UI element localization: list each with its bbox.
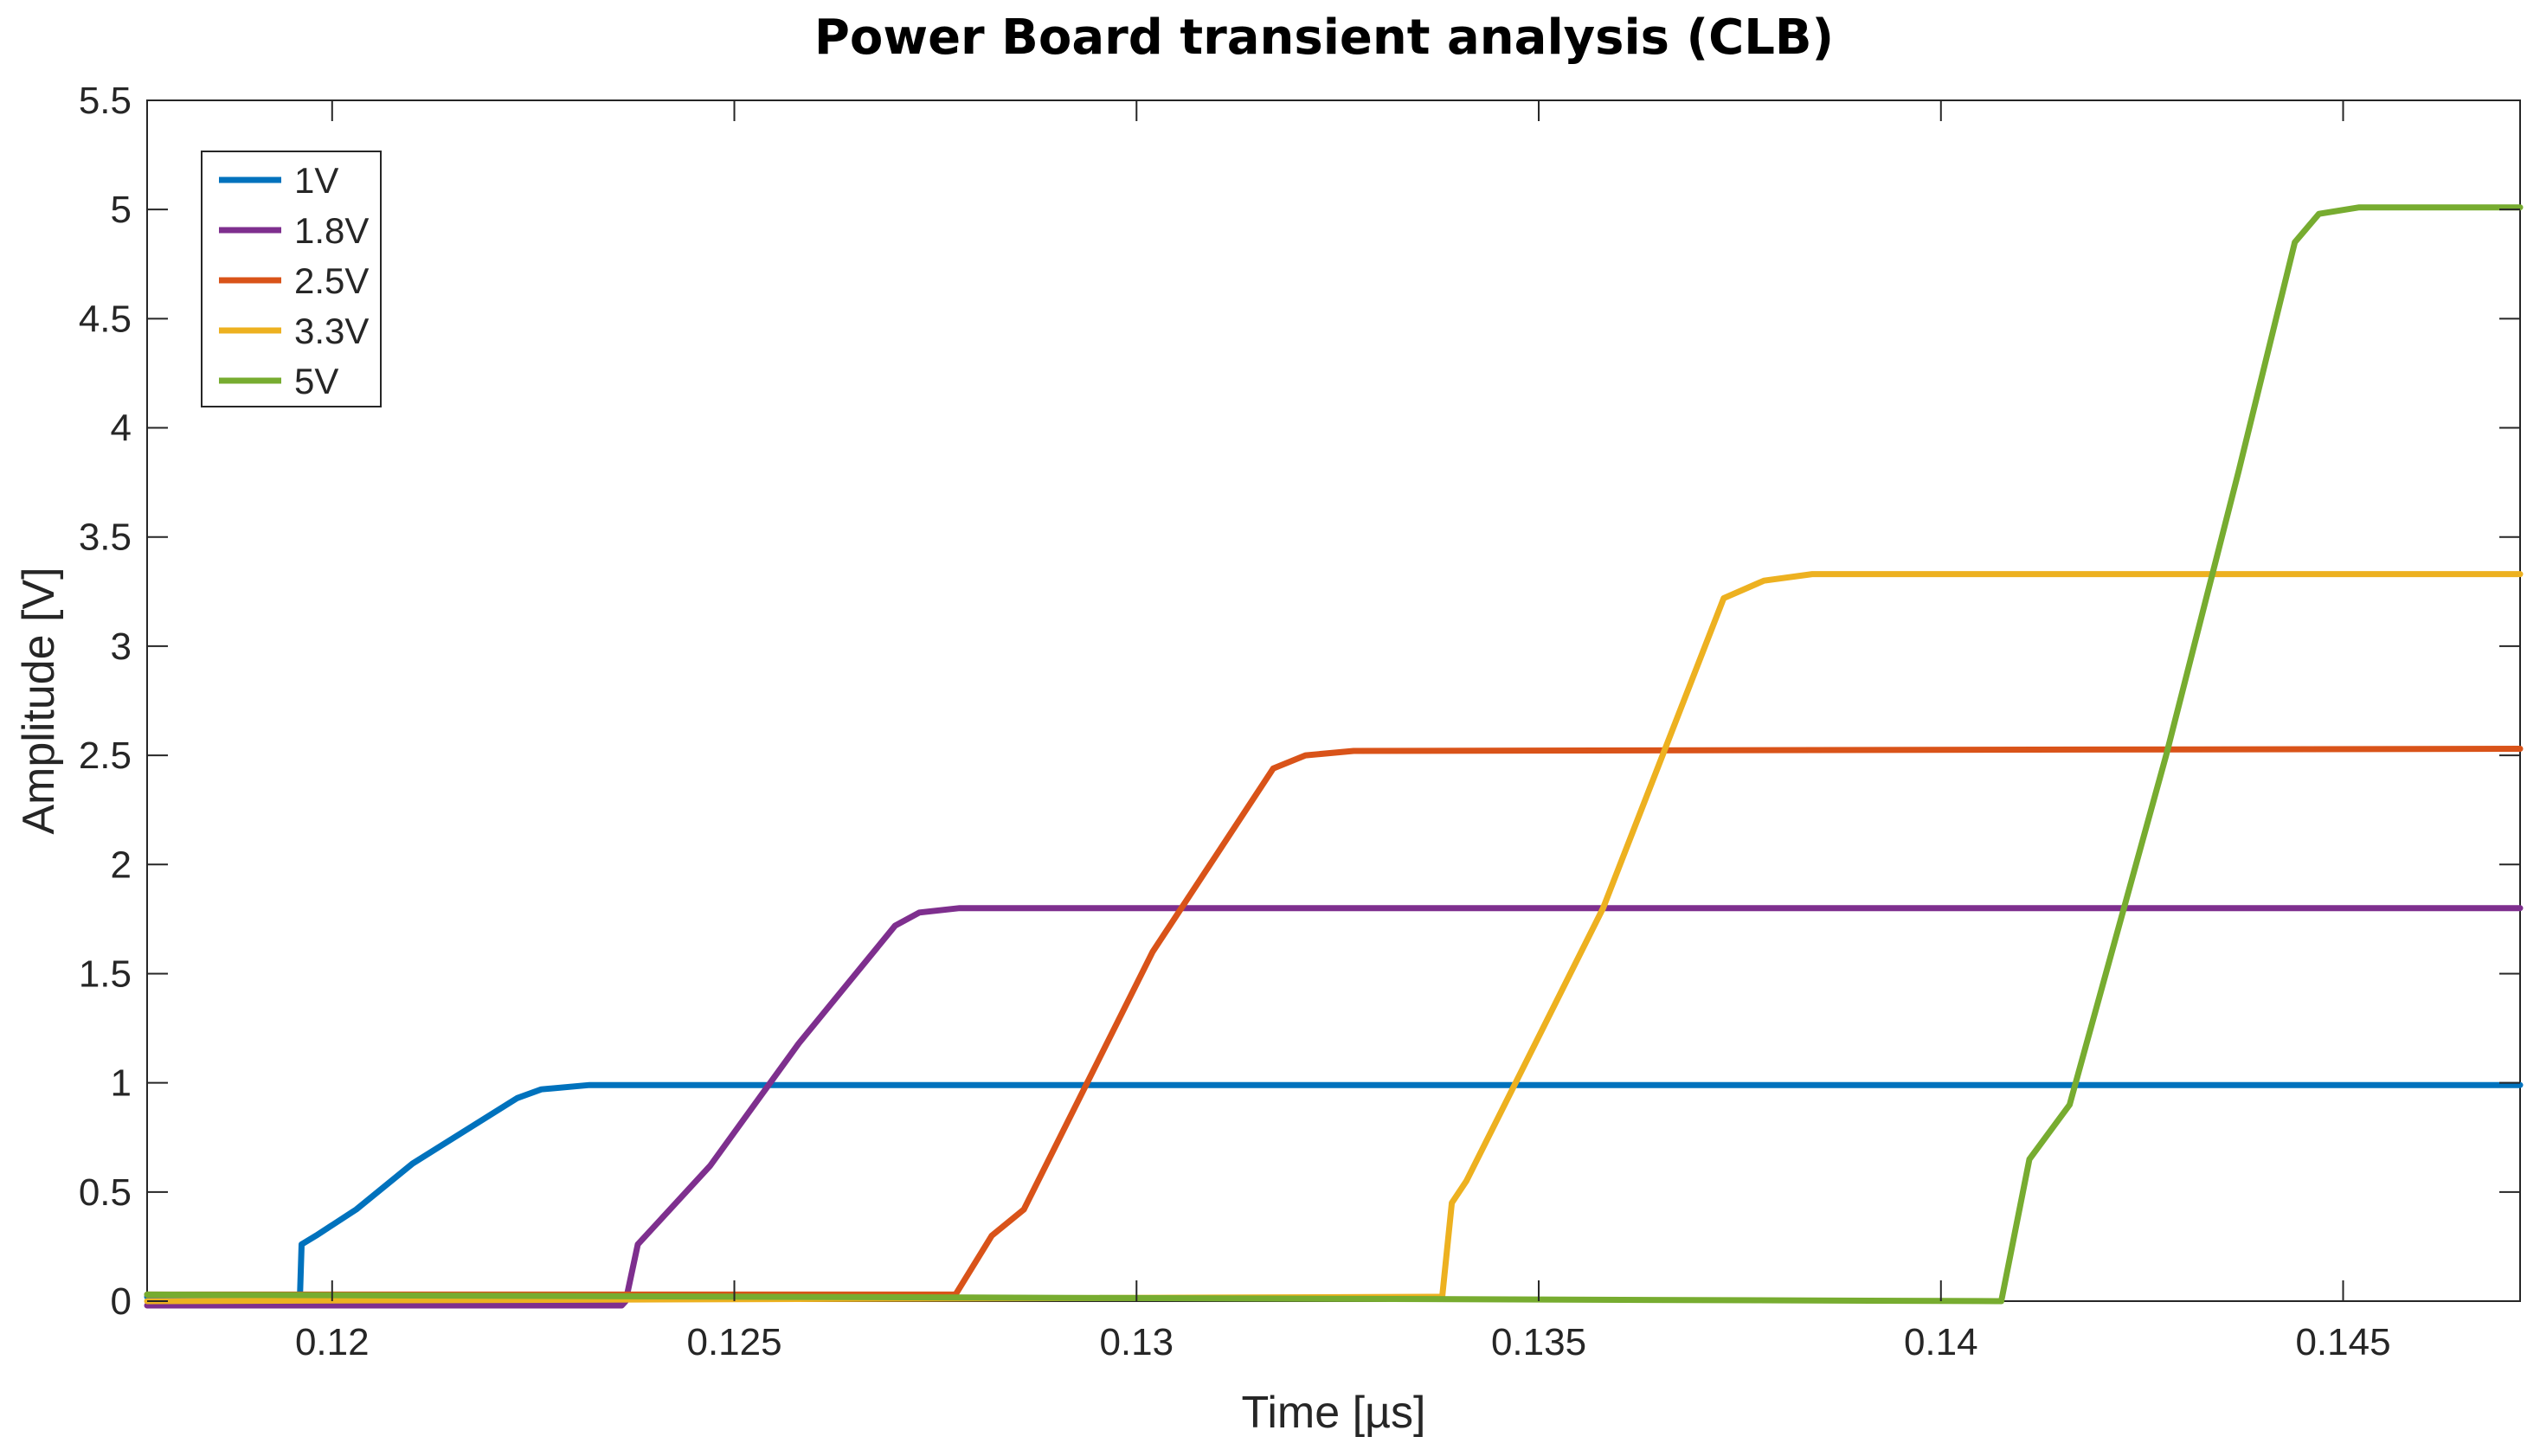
series-line-5v (144, 204, 2524, 1305)
legend-label: 1.8V (294, 210, 369, 251)
chart-title: Power Board transient analysis (CLB) (814, 10, 1834, 66)
y-tick-label: 3 (111, 625, 132, 668)
series-layer (144, 204, 2524, 1309)
x-tick-label: 0.145 (2295, 1321, 2390, 1363)
y-tick-label: 4.5 (79, 298, 132, 340)
legend-label: 1V (294, 160, 338, 201)
x-axis-ticks: 0.12 0.125 0.13 0.135 0.14 0.145 (295, 100, 2391, 1363)
x-axis-label: Time [µs] (1242, 1388, 1426, 1438)
legend-label: 5V (294, 361, 338, 401)
legend: 1V 1.8V 2.5V 3.3V 5V (201, 151, 382, 407)
y-tick-label: 0.5 (79, 1171, 132, 1214)
x-tick-label: 0.125 (686, 1321, 781, 1363)
series-line-1-8v (144, 905, 2524, 1309)
y-tick-label: 0 (111, 1280, 132, 1323)
y-tick-label: 3.5 (79, 516, 132, 559)
y-tick-label: 5 (111, 189, 132, 231)
y-tick-label: 5.5 (79, 80, 132, 122)
y-tick-label: 1 (111, 1062, 132, 1105)
x-tick-label: 0.13 (1099, 1321, 1174, 1363)
series-line-3-3v (144, 571, 2524, 1305)
y-axis-label: Amplitude [V] (14, 567, 64, 834)
legend-box (201, 151, 382, 407)
y-tick-label: 2 (111, 843, 132, 886)
x-tick-label: 0.135 (1491, 1321, 1586, 1363)
y-tick-label: 1.5 (79, 952, 132, 995)
x-tick-label: 0.12 (295, 1321, 370, 1363)
legend-label: 2.5V (294, 260, 369, 301)
legend-label: 3.3V (294, 311, 369, 351)
series-line-1v (144, 1081, 2524, 1300)
y-tick-label: 2.5 (79, 734, 132, 777)
x-tick-label: 0.14 (1904, 1321, 1978, 1363)
y-tick-label: 4 (111, 407, 132, 450)
y-axis-ticks: 0 0.5 1 1.5 2 2.5 3 3.5 4 4.5 5 5.5 (79, 80, 2520, 1323)
